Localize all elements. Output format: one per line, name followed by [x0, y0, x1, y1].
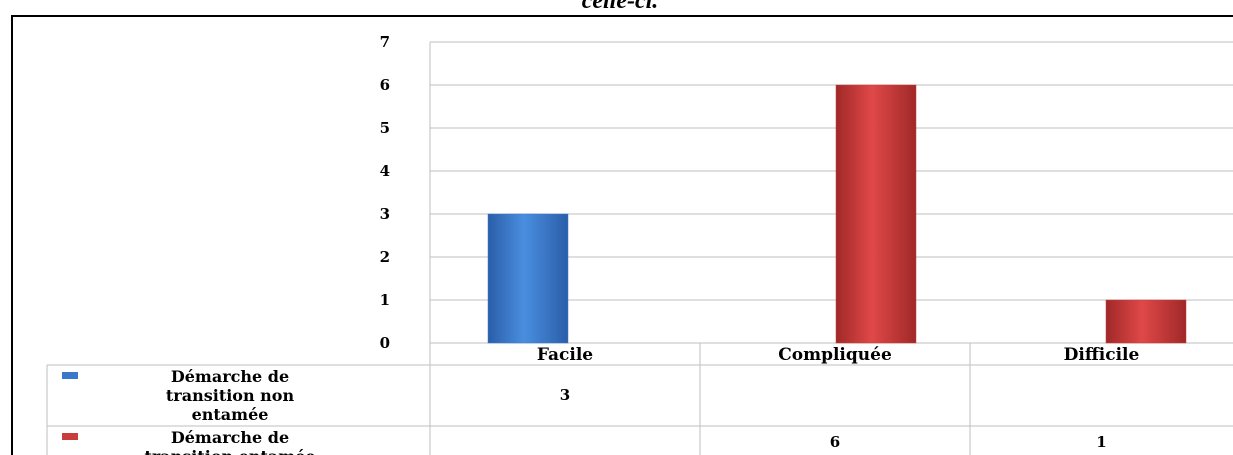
legend-label-series-2-line-2: transition entamée — [144, 447, 315, 455]
table-value-series-1-facile: 3 — [560, 386, 570, 404]
legend-label-series-2-line-1: Démarche de — [171, 428, 289, 447]
frame-left-border — [11, 15, 13, 455]
y-tick-label-2: 2 — [380, 248, 390, 266]
category-label-compliquée: Compliquée — [778, 345, 892, 365]
legend-key-series-2 — [62, 433, 78, 440]
bar-compliquée-series-2 — [835, 84, 917, 344]
legend-key-series-1 — [62, 372, 78, 379]
bar-facile-series-1 — [487, 213, 569, 344]
y-tick-label-3: 3 — [380, 205, 390, 223]
legend-label-series-1-line-1: Démarche de — [171, 367, 289, 386]
legend-label-series-1-line-2: transition non — [166, 386, 295, 405]
bars — [487, 84, 1187, 344]
y-tick-label-4: 4 — [380, 162, 390, 180]
table-value-series-2-difficile: 1 — [1096, 433, 1106, 451]
y-tick-label-1: 1 — [380, 291, 390, 309]
table-value-series-2-compliquée: 6 — [830, 433, 840, 451]
y-tick-label-6: 6 — [380, 76, 390, 94]
y-tick-label-0: 0 — [380, 334, 390, 352]
frame-top-border — [11, 15, 1233, 17]
category-label-difficile: Difficile — [1064, 345, 1140, 365]
legend-label-series-1-line-3: entamée — [192, 405, 269, 424]
category-label-facile: Facile — [537, 345, 593, 365]
y-tick-label-5: 5 — [380, 119, 390, 137]
y-tick-label-7: 7 — [380, 33, 390, 51]
figure-caption: celle-ci. — [581, 0, 659, 14]
bar-difficile-series-2 — [1105, 299, 1187, 344]
y-axis-ticks: 0 1 2 3 4 5 6 7 — [380, 33, 390, 352]
